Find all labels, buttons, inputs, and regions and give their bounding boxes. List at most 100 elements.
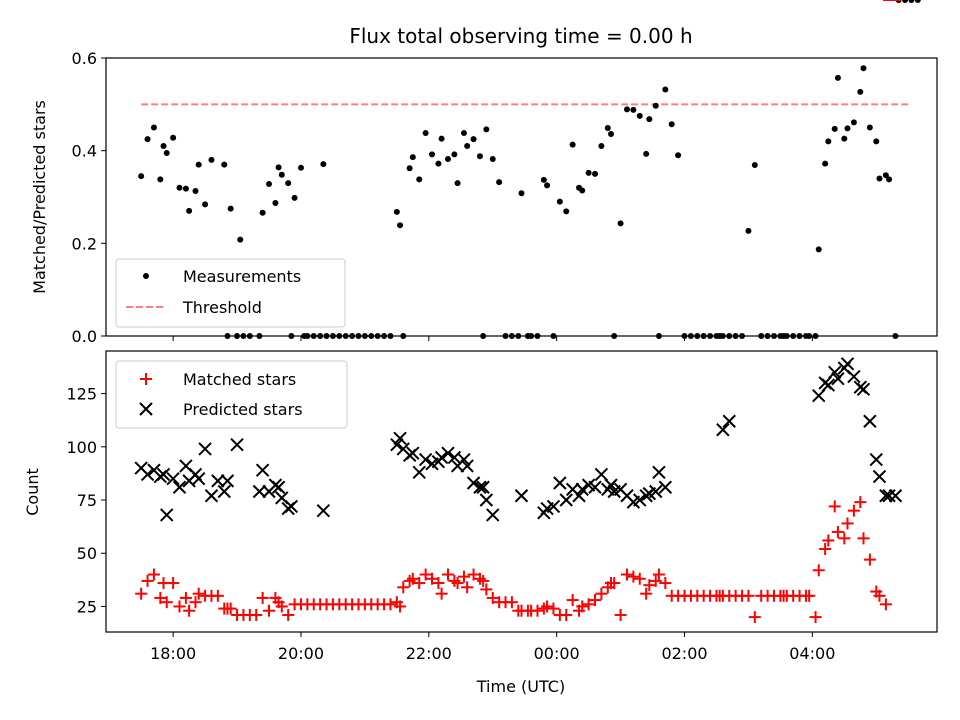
predicted-star-point <box>390 437 404 452</box>
predicted-star-point <box>476 480 490 494</box>
matched-star-point <box>643 579 656 592</box>
measurement-point <box>866 124 873 131</box>
predicted-star-point <box>140 467 155 482</box>
predicted-star-point <box>160 508 174 522</box>
measurement-point <box>579 187 586 194</box>
measurement-point <box>416 176 423 183</box>
measurement-point <box>876 175 883 182</box>
measurement-point <box>195 161 202 168</box>
matched-star-point <box>742 589 755 602</box>
matched-star-point <box>413 577 426 590</box>
measurement-point <box>630 106 637 113</box>
measurement-point <box>556 198 563 205</box>
predicted-star-point <box>191 472 206 486</box>
legend-measurements-label: Measurements <box>183 267 301 286</box>
matched-star-point <box>167 577 180 590</box>
matched-star-point <box>477 574 490 587</box>
measurement-point <box>285 180 292 187</box>
top-y-tick-label: 0.0 <box>72 327 97 346</box>
measurement-point <box>745 227 752 234</box>
predicted-star-point <box>649 484 663 499</box>
matched-star-point <box>397 581 410 594</box>
measurement-point <box>192 187 199 194</box>
bottom-y-tick-label: 50 <box>77 544 97 563</box>
measurement-point <box>470 136 477 143</box>
measurement-point <box>272 200 279 207</box>
measurement-point <box>668 121 675 128</box>
measurement-point <box>182 185 189 192</box>
predicted-star-point <box>882 489 896 503</box>
predicted-star-point <box>633 493 647 507</box>
measurement-point <box>266 181 273 188</box>
x-tick-label: 00:00 <box>534 644 580 663</box>
measurement-point <box>489 156 496 163</box>
predicted-star-point <box>166 472 180 486</box>
predicted-star-point <box>479 493 494 507</box>
measurement-point <box>393 208 400 215</box>
predicted-star-point <box>406 446 420 460</box>
predicted-star-point <box>872 469 887 484</box>
predicted-star-point <box>594 467 609 482</box>
x-tick-label: 20:00 <box>278 644 324 663</box>
predicted-star-point <box>434 450 449 465</box>
measurement-point <box>873 138 880 145</box>
matched-star-point <box>828 500 841 513</box>
matched-star-point <box>432 577 445 590</box>
predicted-star-point <box>658 480 673 494</box>
predicted-star-point <box>271 480 286 494</box>
matched-star-point <box>819 542 832 555</box>
top-legend-box <box>115 258 346 328</box>
matched-star-point <box>160 596 173 609</box>
matched-star-point <box>633 572 646 585</box>
measurement-point <box>914 0 921 3</box>
measurement-point <box>751 162 758 169</box>
matched-star-point <box>803 589 816 602</box>
predicted-star-point <box>847 369 861 384</box>
top-axes: 0.0 0.2 0.4 0.6 Matched/Predicted stars Mea… <box>30 0 938 346</box>
matched-star-point <box>403 574 416 587</box>
measurement-point <box>598 143 605 150</box>
x-tick-label: 22:00 <box>406 644 452 663</box>
matched-star-point <box>480 583 493 596</box>
measurement-point <box>569 141 576 148</box>
measurement-point <box>138 173 145 180</box>
measurement-point <box>259 209 266 216</box>
matched-star-point <box>863 553 876 566</box>
measurement-point <box>825 138 832 145</box>
measurement-point <box>150 124 157 131</box>
predicted-star-point <box>546 499 561 514</box>
matched-star-point <box>256 591 269 604</box>
measurement-point <box>202 201 209 208</box>
measurement-point <box>160 143 167 150</box>
matched-star-point <box>461 581 474 594</box>
matched-star-point <box>275 600 288 613</box>
matched-star-point <box>582 598 595 611</box>
bottom-y-tick-label: 100 <box>66 438 97 457</box>
matched-star-point <box>141 574 154 587</box>
measurement-point <box>902 0 909 3</box>
predicted-star-point <box>821 378 836 392</box>
measurement-point <box>662 86 669 93</box>
matched-star-point <box>576 600 589 613</box>
measurement-point <box>176 184 183 191</box>
matched-star-point <box>566 594 579 607</box>
predicted-star-point <box>831 371 845 386</box>
measurement-point <box>397 222 404 229</box>
predicted-star-point <box>575 482 589 497</box>
bottom-axes-frame <box>105 350 938 633</box>
predicted-star-point <box>722 414 736 428</box>
measurement-point <box>157 176 164 183</box>
matched-star-point <box>854 496 867 509</box>
measurement-point <box>144 136 151 143</box>
legend-measurements-marker <box>143 273 149 279</box>
measurement-point <box>227 205 234 212</box>
predicted-star-point <box>418 452 433 467</box>
matched-star-point <box>211 589 224 602</box>
top-legend: Measurements Threshold <box>115 258 346 328</box>
matched-star-point <box>173 600 186 613</box>
matched-star-point <box>847 504 860 517</box>
measurement-point <box>617 220 624 227</box>
matched-star-point <box>857 532 870 545</box>
matched-star-point <box>659 577 672 590</box>
matched-star-point <box>419 568 432 581</box>
